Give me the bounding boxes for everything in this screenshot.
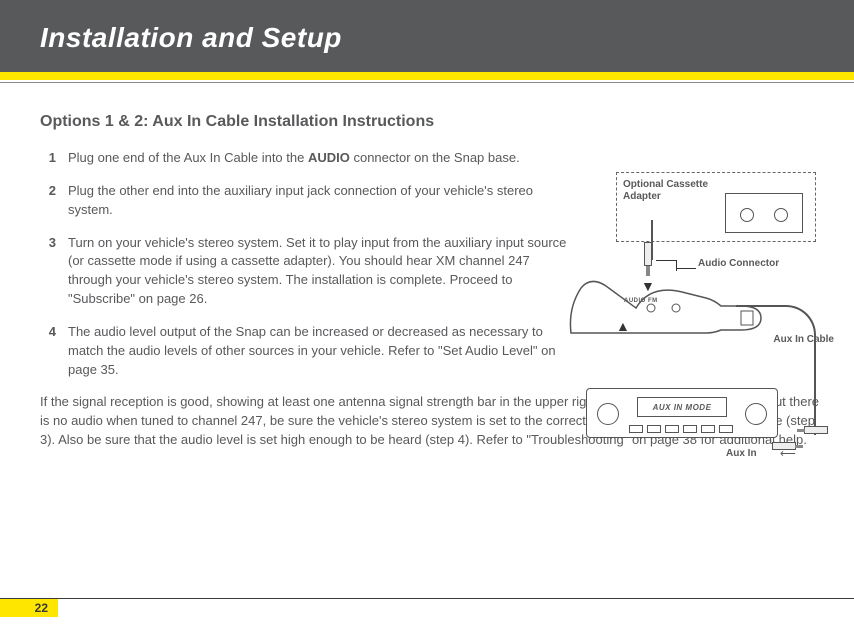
audio-connector-label: Audio Connector [698,258,779,270]
page-title: Installation and Setup [40,22,814,54]
stereo-knob-icon [745,403,767,425]
aux-cable-label: Aux In Cable [773,334,834,345]
arrow-left-icon: ⟵ [780,447,796,460]
step-text: Plug the other end into the auxiliary in… [68,182,570,220]
stereo-display: AUX IN MODE [637,397,727,417]
step-number: 2 [40,182,68,220]
step-item: 2 Plug the other end into the auxiliary … [40,182,570,220]
audio-jack-icon [644,242,652,266]
step-item: 3 Turn on your vehicle's stereo system. … [40,234,570,309]
cassette-adapter-box: Optional Cassette Adapter [616,172,816,242]
audio-fm-label: AUDIO FM [624,298,658,304]
installation-diagram: Optional Cassette Adapter ▼ Audio Connec… [546,160,826,480]
stereo-buttons [629,425,733,433]
arrow-up-icon: ▲ [616,318,630,334]
section-subtitle: Options 1 & 2: Aux In Cable Installation… [40,113,814,131]
step-item: 4 The audio level output of the Snap can… [40,323,570,380]
step-number: 1 [40,149,68,168]
step-number: 4 [40,323,68,380]
step-number: 3 [40,234,68,309]
page-number: 22 [0,599,58,617]
cassette-tape-icon [725,193,803,233]
step-item: 1 Plug one end of the Aux In Cable into … [40,149,570,168]
accent-bar [0,72,854,80]
cable-plug-icon [804,426,828,434]
stereo-knob-icon [597,403,619,425]
header-bar: Installation and Setup [0,0,854,72]
audio-jack-tip [646,266,650,276]
step-text: The audio level output of the Snap can b… [68,323,570,380]
page-divider [0,598,854,599]
step-text: Plug one end of the Aux In Cable into th… [68,149,570,168]
car-stereo-icon: AUX IN MODE [586,388,778,438]
callout-line [676,268,696,269]
steps-list: 1 Plug one end of the Aux In Cable into … [40,149,570,379]
aux-in-label: Aux In [726,448,757,459]
step-text: Turn on your vehicle's stereo system. Se… [68,234,570,309]
cassette-label: Optional Cassette Adapter [623,179,723,203]
